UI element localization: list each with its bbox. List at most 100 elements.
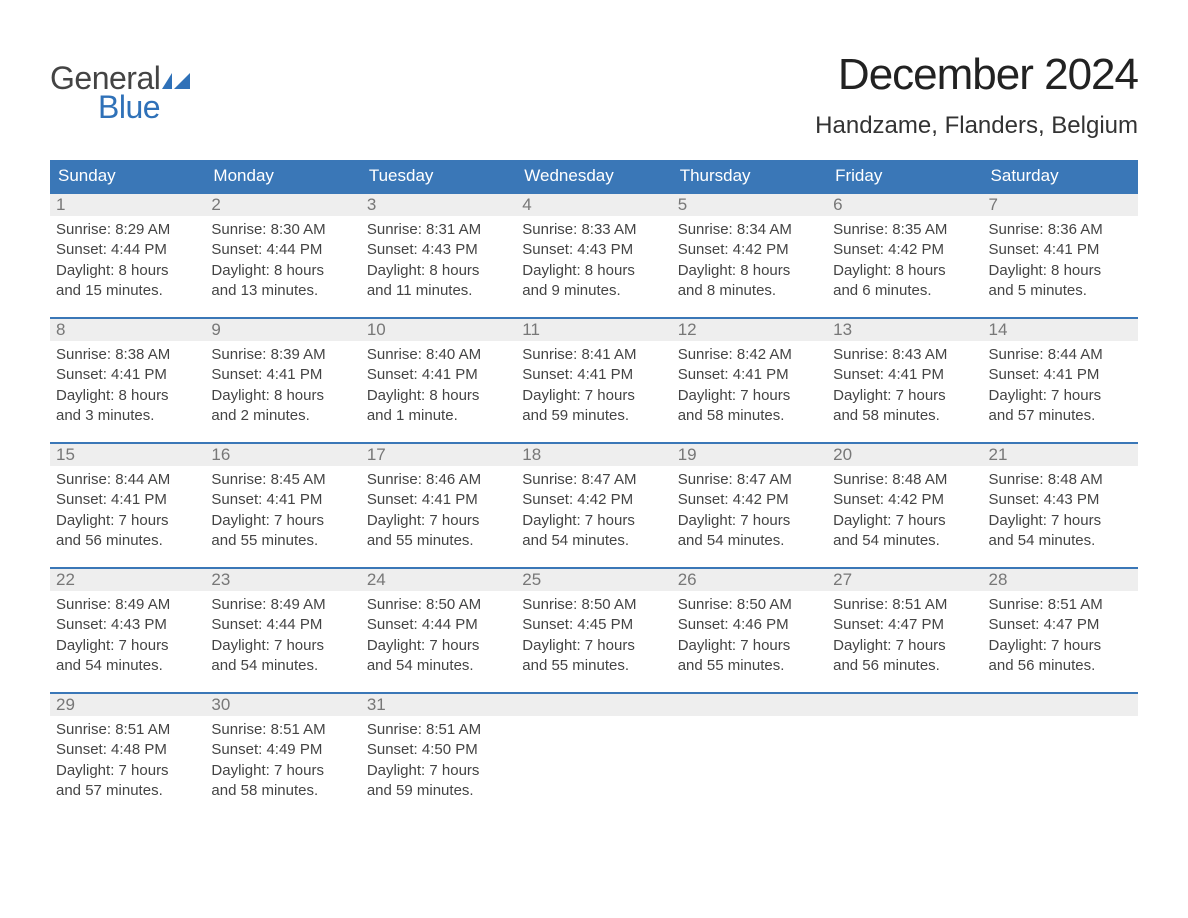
sunset-text: Sunset: 4:41 PM <box>211 365 354 385</box>
daylight-text-2: and 56 minutes. <box>56 531 199 551</box>
sunrise-text: Sunrise: 8:44 AM <box>56 470 199 490</box>
day-number: 31 <box>361 694 516 716</box>
daylight-text-2: and 55 minutes. <box>522 656 665 676</box>
sunrise-text: Sunrise: 8:51 AM <box>833 595 976 615</box>
daylight-text-1: Daylight: 7 hours <box>678 511 821 531</box>
sunset-text: Sunset: 4:41 PM <box>367 365 510 385</box>
daylight-text-1: Daylight: 7 hours <box>522 386 665 406</box>
day-number: 10 <box>361 319 516 341</box>
daylight-text-1: Daylight: 8 hours <box>989 261 1132 281</box>
daylight-text-1: Daylight: 8 hours <box>56 261 199 281</box>
day-cell: Sunrise: 8:51 AMSunset: 4:48 PMDaylight:… <box>50 716 205 803</box>
logo: General Blue <box>50 60 190 126</box>
day-cell <box>516 716 671 803</box>
sunset-text: Sunset: 4:41 PM <box>989 365 1132 385</box>
day-cell: Sunrise: 8:51 AMSunset: 4:47 PMDaylight:… <box>827 591 982 678</box>
week-daynum-strip: 22232425262728 <box>50 567 1138 591</box>
week-body-row: Sunrise: 8:49 AM Sunset: 4:43 PM Daylight:… <box>50 591 1138 678</box>
daylight-text-2: and 58 minutes. <box>678 406 821 426</box>
weekday-header: Saturday <box>983 160 1138 192</box>
weeks-container: 1234567Sunrise: 8:29 AMSunset: 4:44 PMDa… <box>50 192 1138 803</box>
day-number: 29 <box>50 694 205 716</box>
day-cell: Sunrise: 8:51 AMSunset: 4:47 PMDaylight:… <box>983 591 1138 678</box>
daylight-text-2: and 3 minutes. <box>56 406 199 426</box>
week-daynum-strip: 1234567 <box>50 192 1138 216</box>
sunset-text: Sunset: 4:47 PM <box>989 615 1132 635</box>
daylight-text-1: Daylight: 8 hours <box>833 261 976 281</box>
sunset-text: Sunset: 4:47 PM <box>833 615 976 635</box>
day-number: 8 <box>50 319 205 341</box>
day-number: 28 <box>983 569 1138 591</box>
sunset-text: Sunset: 4:44 PM <box>211 615 354 635</box>
sunset-text: Sunset: 4:42 PM <box>522 490 665 510</box>
weekday-header: Sunday <box>50 160 205 192</box>
calendar: Sunday Monday Tuesday Wednesday Thursday… <box>50 160 1138 803</box>
day-cell: Sunrise: 8:47 AMSunset: 4:42 PMDaylight:… <box>672 466 827 553</box>
daylight-text-1: Daylight: 7 hours <box>989 511 1132 531</box>
sunset-text: Sunset: 4:43 PM <box>56 615 199 635</box>
day-cell: Sunrise: 8:48 AMSunset: 4:43 PMDaylight:… <box>983 466 1138 553</box>
day-number: 4 <box>516 194 671 216</box>
sunrise-text: Sunrise: 8:35 AM <box>833 220 976 240</box>
sunrise-text: Sunrise: 8:44 AM <box>989 345 1132 365</box>
daylight-text-2: and 54 minutes. <box>211 656 354 676</box>
week-body-row: Sunrise: 8:29 AMSunset: 4:44 PMDaylight:… <box>50 216 1138 303</box>
day-cell: Sunrise: 8:50 AMSunset: 4:44 PMDaylight:… <box>361 591 516 678</box>
day-number: 5 <box>672 194 827 216</box>
sunset-text: Sunset: 4:43 PM <box>989 490 1132 510</box>
day-cell <box>827 716 982 803</box>
daylight-text-1: Daylight: 8 hours <box>678 261 821 281</box>
day-number: 7 <box>983 194 1138 216</box>
day-number: 14 <box>983 319 1138 341</box>
day-cell: Sunrise: 8:50 AMSunset: 4:45 PMDaylight:… <box>516 591 671 678</box>
daylight-text-1: Daylight: 8 hours <box>522 261 665 281</box>
daylight-text-2: and 54 minutes. <box>989 531 1132 551</box>
daylight-text-2: and 54 minutes. <box>367 656 510 676</box>
week-body-row: Sunrise: 8:51 AMSunset: 4:48 PMDaylight:… <box>50 716 1138 803</box>
sunrise-text: Sunrise: 8:49 AM <box>211 595 354 615</box>
daylight-text-2: and 55 minutes. <box>367 531 510 551</box>
sunset-text: Sunset: 4:49 PM <box>211 740 354 760</box>
day-number: 23 <box>205 569 360 591</box>
daylight-text-2: and 13 minutes. <box>211 281 354 301</box>
daylight-text-2: and 56 minutes. <box>989 656 1132 676</box>
title-block: December 2024 Handzame, Flanders, Belgiu… <box>815 50 1138 140</box>
sunset-text: Sunset: 4:45 PM <box>522 615 665 635</box>
daylight-text-2: and 11 minutes. <box>367 281 510 301</box>
sunset-text: Sunset: 4:44 PM <box>56 240 199 260</box>
sunrise-text: Sunrise: 8:34 AM <box>678 220 821 240</box>
day-cell: Sunrise: 8:33 AMSunset: 4:43 PMDaylight:… <box>516 216 671 303</box>
day-cell: Sunrise: 8:42 AMSunset: 4:41 PMDaylight:… <box>672 341 827 428</box>
day-number: 6 <box>827 194 982 216</box>
day-cell: Sunrise: 8:43 AMSunset: 4:41 PMDaylight:… <box>827 341 982 428</box>
day-number: 16 <box>205 444 360 466</box>
sunrise-text: Sunrise: 8:39 AM <box>211 345 354 365</box>
daylight-text-2: and 54 minutes. <box>833 531 976 551</box>
daylight-text-1: Daylight: 7 hours <box>833 636 976 656</box>
sunrise-text: Sunrise: 8:36 AM <box>989 220 1132 240</box>
sunrise-text: Sunrise: 8:29 AM <box>56 220 199 240</box>
sunset-text: Sunset: 4:42 PM <box>678 490 821 510</box>
day-number: 1 <box>50 194 205 216</box>
daylight-text-2: and 56 minutes. <box>833 656 976 676</box>
daylight-text-1: Daylight: 8 hours <box>56 386 199 406</box>
day-cell: Sunrise: 8:31 AMSunset: 4:43 PMDaylight:… <box>361 216 516 303</box>
daylight-text-2: and 57 minutes. <box>56 781 199 801</box>
day-cell: Sunrise: 8:29 AMSunset: 4:44 PMDaylight:… <box>50 216 205 303</box>
daylight-text-2: and 54 minutes. <box>56 656 199 676</box>
daylight-text-2: and 15 minutes. <box>56 281 199 301</box>
day-cell: Sunrise: 8:49 AMSunset: 4:43 PMDaylight:… <box>50 591 205 678</box>
daylight-text-2: and 59 minutes. <box>522 406 665 426</box>
day-cell: Sunrise: 8:45 AMSunset: 4:41 PMDaylight:… <box>205 466 360 553</box>
sunrise-text: Sunrise: 8:50 AM <box>678 595 821 615</box>
sunset-text: Sunset: 4:41 PM <box>56 365 199 385</box>
sunset-text: Sunset: 4:43 PM <box>367 240 510 260</box>
daylight-text-1: Daylight: 8 hours <box>211 261 354 281</box>
sunrise-text: Sunrise: 8:45 AM <box>211 470 354 490</box>
header: General Blue December 2024 Handzame, Fla… <box>50 50 1138 140</box>
sunrise-text: Sunrise: 8:51 AM <box>367 720 510 740</box>
month-title: December 2024 <box>815 50 1138 100</box>
sunset-text: Sunset: 4:50 PM <box>367 740 510 760</box>
day-number: 11 <box>516 319 671 341</box>
daylight-text-2: and 2 minutes. <box>211 406 354 426</box>
